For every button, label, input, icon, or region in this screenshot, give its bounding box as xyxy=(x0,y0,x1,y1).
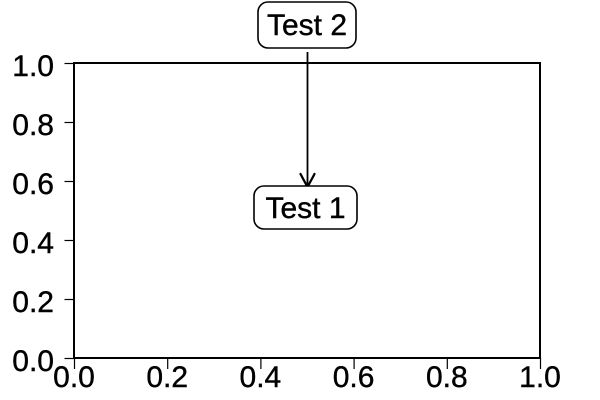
svg-text:1.0: 1.0 xyxy=(12,50,54,83)
svg-text:Test 1: Test 1 xyxy=(265,192,345,225)
svg-text:0.0: 0.0 xyxy=(53,361,95,394)
svg-text:0.8: 0.8 xyxy=(426,361,468,394)
svg-text:0.6: 0.6 xyxy=(333,361,375,394)
svg-text:0.6: 0.6 xyxy=(12,168,54,201)
svg-text:0.8: 0.8 xyxy=(12,109,54,142)
svg-text:0.4: 0.4 xyxy=(240,361,282,394)
svg-text:0.2: 0.2 xyxy=(146,361,188,394)
svg-text:0.2: 0.2 xyxy=(12,286,54,319)
svg-text:0.4: 0.4 xyxy=(12,227,54,260)
svg-text:1.0: 1.0 xyxy=(519,361,561,394)
svg-text:0.0: 0.0 xyxy=(12,345,54,378)
svg-text:Test 2: Test 2 xyxy=(267,9,347,42)
